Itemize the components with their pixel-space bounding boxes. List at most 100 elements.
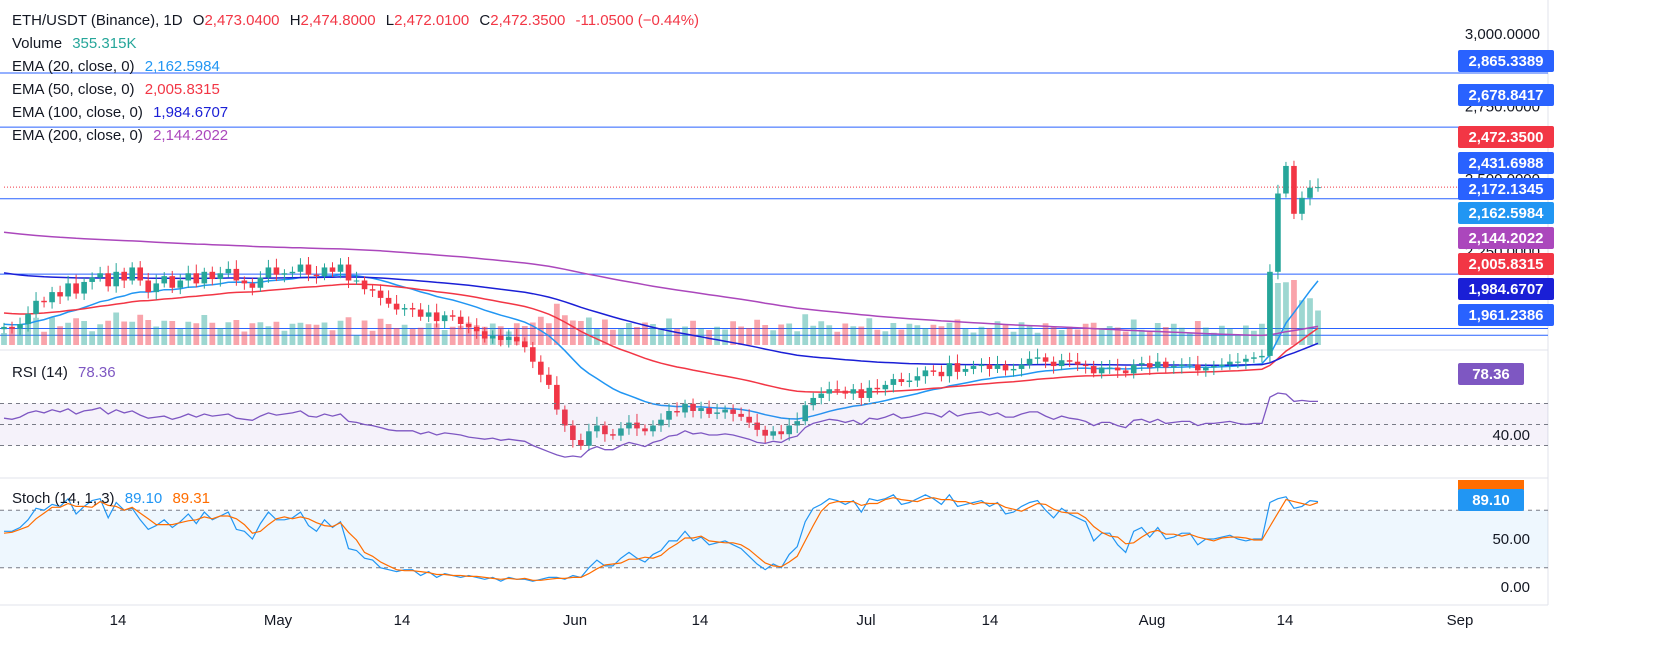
volume-bar [1058,330,1065,345]
volume-bar [529,322,536,345]
legend-ema50[interactable]: EMA (50, close, 0) 2,005.8315 [12,81,711,98]
legend-volume[interactable]: Volume 355.315K [12,35,711,52]
volume-bar [970,332,977,345]
candle-body [1211,366,1217,368]
candle-body [986,364,993,369]
stoch-pane [0,493,1548,582]
candle-body [682,403,688,413]
volume-bar [553,303,560,345]
candle-body [177,280,184,288]
volume-bar [361,320,368,345]
price-tag-label: 2,431.6988 [1468,155,1543,172]
volume-bar [329,330,336,345]
candle-body [1307,187,1313,198]
volume-bar [1259,323,1265,345]
time-tick-label: May [264,612,293,629]
main-legend: ETH/USDT (Binance), 1D O2,473.0400 H2,47… [12,12,711,144]
candle-body [1275,193,1281,272]
legend-value: 2,144.2022 [153,127,229,144]
candle-body [361,280,368,290]
volume-bar [866,318,873,345]
candle-body [521,341,528,348]
time-axis: 14 May 14 Jun 14 Jul 14 Aug 14 Sep [110,612,1474,629]
candle-body [658,419,664,426]
candle-body [289,271,296,274]
candle-body [866,387,873,398]
legend-label: EMA (50, close, 0) [12,81,135,98]
volume-bar [1074,329,1081,345]
candle-body [273,267,280,275]
candle-body [1187,364,1193,366]
time-tick-label: Sep [1447,612,1474,629]
rsi-legend[interactable]: RSI (14) 78.36 [12,364,122,381]
candle-body [1026,358,1033,365]
stoch-k-tag-bg [1458,489,1524,511]
candle-body [1195,364,1201,371]
candle-body [305,264,312,275]
candle-body [281,273,288,275]
time-tick-label: 14 [110,612,127,629]
volume-bar [714,326,720,345]
legend-ema200[interactable]: EMA (200, close, 0) 2,144.2022 [12,127,711,144]
volume-bar [882,331,889,345]
volume-bar [1162,327,1169,345]
candle-body [1018,364,1025,369]
candle-body [401,308,408,310]
volume-bar [922,328,929,345]
high-label: H [289,12,301,29]
candle-body [249,283,256,288]
volume-bar [770,330,777,345]
price-tag-label: 2,472.3500 [1468,129,1543,146]
stoch-k-value: 89.10 [124,490,163,507]
candle-body [1050,361,1057,367]
price-tag-label: 2,172.1345 [1468,181,1543,198]
volume-bar [193,323,200,345]
candle-body [137,267,144,281]
volume-bar [1106,326,1113,345]
volume-bar [890,323,897,345]
candle-body [538,361,544,375]
candle-body [1098,367,1105,374]
volume-bar [409,328,416,345]
volume-bar [185,321,192,345]
volume-bar [834,331,841,345]
candle-body [505,337,512,340]
symbol-title[interactable]: ETH/USDT (Binance), 1D [12,12,183,29]
candle-body [994,364,1001,369]
legend-label: EMA (20, close, 0) [12,58,135,75]
volume-bar [786,323,793,345]
volume-bar [449,326,456,345]
volume-bar [1050,327,1057,345]
candle-body [1034,357,1041,359]
volume-bar [1210,332,1217,345]
candle-body [1042,357,1049,362]
candle-body [49,292,55,303]
price-tag-label: 2,144.2022 [1468,230,1543,247]
volume-bar [145,320,152,345]
volume-bar [1178,327,1185,345]
volume-bar [561,315,568,345]
candle-body [1267,271,1273,356]
ema200-line [3,231,1319,337]
candle-body [409,308,416,310]
legend-ema20[interactable]: EMA (20, close, 0) 2,162.5984 [12,58,711,75]
volume-bar [906,323,913,345]
candle-body [497,335,504,340]
volume-bar [425,323,432,345]
candle-body [930,370,937,372]
volume-bar [754,319,761,345]
candle-body [513,337,520,342]
volume-bar [89,331,96,345]
price-tag-label: 2,865.3389 [1468,53,1543,70]
time-tick-label: Jun [563,612,587,629]
legend-ema100[interactable]: EMA (100, close, 0) 1,984.6707 [12,104,711,121]
volume-bar [393,328,400,345]
candle-body [393,303,400,310]
candle-body [754,422,760,430]
volume-layer [1,279,1321,345]
volume-bar [281,330,288,345]
stoch-legend[interactable]: Stoch (14, 1, 3) 89.10 89.31 [12,490,216,507]
candle-body [666,411,672,420]
